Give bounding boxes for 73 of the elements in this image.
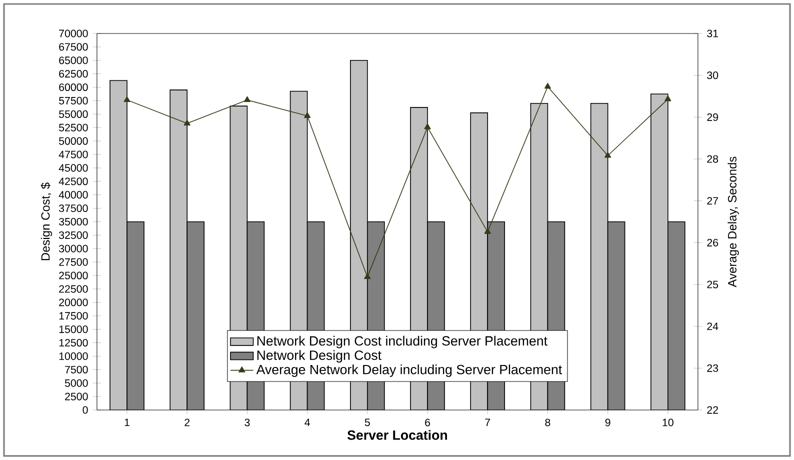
y-tick-label: 17500 xyxy=(59,312,88,320)
y2-tick-label: 26 xyxy=(707,238,718,246)
bar xyxy=(186,221,205,410)
y2-tick-label: 30 xyxy=(707,72,718,80)
bar xyxy=(607,221,626,410)
x-tick-label: 4 xyxy=(304,418,310,426)
y-tick-label: 55000 xyxy=(59,110,88,118)
y-tick-label: 35000 xyxy=(58,218,88,226)
y-tick-label: 47500 xyxy=(58,150,88,158)
x-tick-label: 9 xyxy=(605,418,610,426)
point xyxy=(364,273,371,280)
y-tick-label: 67500 xyxy=(59,43,88,51)
x-tick-label: 5 xyxy=(364,418,370,426)
y-tick-label: 25000 xyxy=(59,272,88,280)
y-tick-label: 5000 xyxy=(64,379,88,387)
y2-tick-label: 28 xyxy=(707,155,718,163)
point xyxy=(124,96,130,102)
y2-tick-label: 25 xyxy=(707,280,718,288)
y-tick-label: 30000 xyxy=(58,244,88,252)
y-tick-label: 0 xyxy=(82,406,88,414)
x-axis-title: Server Location xyxy=(347,430,447,440)
y2-axis-title: Average Delay, Seconds xyxy=(728,156,739,288)
y2-tick-label: 31 xyxy=(707,30,718,38)
bar xyxy=(110,80,128,410)
y2-tick-label: 23 xyxy=(707,364,718,372)
y2-tick-label: 22 xyxy=(707,406,718,414)
y-tick-label: 10000 xyxy=(59,352,88,360)
y-tick-label: 42500 xyxy=(58,178,88,186)
point xyxy=(304,112,311,118)
point xyxy=(664,95,672,102)
y-tick-label: 62500 xyxy=(59,70,88,78)
point xyxy=(184,120,190,126)
y-tick-label: 45000 xyxy=(58,164,88,172)
y-tick-label: 57500 xyxy=(59,96,88,104)
bar xyxy=(650,94,668,410)
x-tick-label: 8 xyxy=(545,418,550,426)
y-tick-label: 7500 xyxy=(65,366,88,374)
y-tick-label: 52500 xyxy=(59,124,88,132)
y-tick-label: 70000 xyxy=(59,30,88,38)
y-tick-label: 12500 xyxy=(59,338,88,347)
x-tick-label: 1 xyxy=(124,418,130,426)
y-axis-title: Design Cost, $ xyxy=(40,182,52,260)
y-tick-label: 15000 xyxy=(59,326,88,334)
bar xyxy=(170,90,188,410)
legend-label: Network Design Cost xyxy=(257,350,382,363)
x-tick-label: 7 xyxy=(485,418,490,426)
y-tick-label: 20000 xyxy=(59,298,88,306)
legend-label: Average Network Delay including Server Placement xyxy=(256,364,562,377)
y2-tick-label: 24 xyxy=(707,322,718,330)
y-tick-label: 60000 xyxy=(59,83,88,92)
point xyxy=(544,82,551,89)
x-tick-label: 6 xyxy=(425,418,430,426)
bar xyxy=(126,221,144,410)
y2-tick-label: 29 xyxy=(707,113,718,121)
y2-tick-label: 27 xyxy=(707,197,718,205)
point xyxy=(484,228,491,234)
point xyxy=(604,152,612,158)
point xyxy=(244,96,250,102)
y-tick-label: 2500 xyxy=(65,392,88,400)
y-tick-label: 65000 xyxy=(59,56,88,64)
y-tick-label: 50000 xyxy=(59,137,88,145)
y-tick-label: 40000 xyxy=(58,191,88,199)
x-tick-label: 3 xyxy=(244,418,250,426)
y-tick-label: 37500 xyxy=(58,204,88,212)
y-tick-label: 32500 xyxy=(58,231,88,239)
x-tick-label: 2 xyxy=(184,418,190,426)
legend-label: Network Design Cost including Server Placement xyxy=(257,336,548,348)
point xyxy=(424,123,431,130)
y-tick-label: 27500 xyxy=(59,258,88,266)
bar xyxy=(667,221,686,410)
x-tick-label: 10 xyxy=(662,418,674,426)
y-tick-label: 22500 xyxy=(59,285,88,293)
bar xyxy=(590,102,608,410)
